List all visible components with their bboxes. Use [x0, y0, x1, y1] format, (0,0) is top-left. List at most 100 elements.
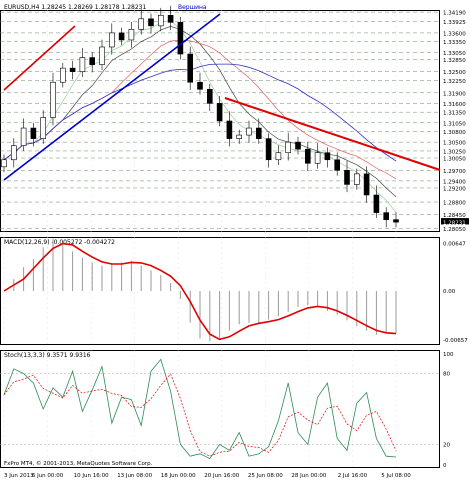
- candle-body: [285, 141, 292, 154]
- price-tick-label: 1.31600: [443, 102, 466, 108]
- x-tick-label: 25 Jun 08:00: [248, 473, 283, 479]
- price-tick-bg: [441, 127, 469, 136]
- candle-body: [304, 148, 311, 164]
- price-tick-label: 1.30500: [443, 141, 466, 147]
- x-tick-label: 6 Jun 00:00: [32, 473, 64, 479]
- candle-body: [236, 134, 242, 139]
- x-tick-label: 28 Jun 00:00: [291, 473, 326, 479]
- candle-body: [363, 173, 370, 196]
- stoch-tick-label: 20: [443, 442, 450, 448]
- candle-body: [246, 127, 252, 136]
- trendline-blue-up: [3, 13, 221, 181]
- stoch-signal-line: [3, 373, 397, 457]
- price-tick-label: 1.28800: [443, 201, 466, 207]
- price-tick-bg: [441, 48, 469, 57]
- x-tick-label: 10 Jun 16:00: [74, 473, 109, 479]
- price-tick-bg: [441, 198, 469, 207]
- price-tick-bg: [441, 210, 469, 219]
- macd-signal-line: [3, 242, 397, 341]
- price-tick-label: 1.28050: [443, 227, 466, 233]
- candle-body: [265, 138, 272, 161]
- x-tick-label: 2 Jul 16:00: [338, 473, 368, 479]
- candle-body: [187, 53, 193, 83]
- x-tick-label: 20 Jun 16:00: [204, 473, 239, 479]
- price-tick-bg: [441, 166, 469, 175]
- candle-body: [40, 117, 47, 139]
- ma-mid-line: [3, 26, 397, 198]
- candle-body: [353, 173, 360, 185]
- price-tick-bg: [441, 67, 469, 76]
- macd-label: MACD(12,26,9) -0.005272 -0.004272: [4, 239, 115, 246]
- candle-body: [59, 67, 66, 83]
- price-tick-label: 1.32250: [443, 79, 466, 85]
- ma-long-line: [3, 63, 397, 162]
- candle-body: [334, 159, 341, 171]
- price-tick-label: 1.30800: [443, 130, 466, 136]
- candle-body: [373, 194, 380, 213]
- candle-body: [158, 14, 164, 27]
- stoch-label: Stoch(13,3,3) 9.3571 9.9316: [4, 352, 91, 359]
- price-tick-label: 1.29400: [443, 179, 466, 185]
- candle-body: [148, 18, 154, 27]
- price-tick-bg: [441, 55, 469, 64]
- panel-frame-3: [0, 350, 440, 468]
- candle-body: [89, 57, 95, 65]
- price-tick-label: 1.28231: [443, 221, 466, 227]
- stoch-main-line: [3, 358, 397, 460]
- ma-fast-line: [3, 20, 397, 213]
- price-tick-label: 1.31900: [443, 91, 466, 97]
- trendline-red-down: [224, 97, 441, 171]
- candle-body: [344, 170, 350, 185]
- stoch-tick-label: 0: [443, 463, 447, 469]
- macd-tick-label: 0.00647: [443, 242, 466, 248]
- price-tick-bg: [441, 138, 469, 147]
- candle-body: [383, 212, 390, 220]
- watermark-text: FxPro MT4, © 2001-2013, MetaQuotes Softw…: [4, 460, 153, 467]
- trendline-red-up: [3, 25, 76, 91]
- candle-body: [197, 81, 203, 90]
- candle-body: [255, 127, 262, 139]
- price-tick-label: 1.33600: [443, 31, 466, 37]
- price-tick-bg: [441, 224, 469, 233]
- price-tick-label: 1.33350: [443, 40, 466, 46]
- price-tick-bg: [441, 108, 469, 117]
- price-tick-bg: [441, 99, 469, 108]
- candle-body: [216, 103, 223, 122]
- candle-body: [118, 32, 125, 41]
- price-tick-bg: [441, 37, 469, 46]
- price-tick-label: 1.32500: [443, 70, 466, 76]
- candle-body: [1, 159, 7, 168]
- price-tick-label: 1.28450: [443, 213, 466, 219]
- candle-body: [11, 145, 17, 161]
- price-tick-label: 1.30050: [443, 157, 466, 163]
- stoch-tick-label: 80: [443, 372, 450, 378]
- candle-body: [138, 18, 144, 30]
- peak-annotation: Вершина: [178, 4, 207, 11]
- candle-body: [207, 88, 213, 104]
- x-tick-label: 13 Jun 08:00: [117, 473, 152, 479]
- candle-body: [99, 46, 105, 65]
- price-tick-bg: [441, 8, 469, 17]
- candle-body: [79, 57, 86, 72]
- price-tick-bg: [441, 17, 469, 26]
- price-tick-label: 1.33050: [443, 51, 466, 57]
- candle-body: [314, 152, 321, 164]
- x-tick-label: 5 Jul 08:00: [381, 473, 411, 479]
- price-tick-label: 1.29700: [443, 169, 466, 175]
- price-tick-label: 1.29200: [443, 186, 466, 192]
- chart-title: EURUSD,H4 1.28245 1.28269 1.28178 1.2823…: [4, 4, 146, 11]
- price-tick-label: 1.33925: [443, 20, 466, 26]
- price-tick-bg: [441, 154, 469, 162]
- price-tick-bg: [441, 183, 469, 192]
- candle-body: [128, 29, 135, 41]
- candle-body: [30, 127, 37, 139]
- candle-body: [167, 14, 174, 23]
- price-tick-bg: [441, 88, 469, 97]
- price-tick-bg: [441, 28, 469, 37]
- price-tick-label: 1.34190: [443, 11, 466, 17]
- candle-body: [50, 81, 56, 118]
- candle-body: [20, 127, 27, 146]
- macd-tick-label: -0.00657: [443, 338, 468, 344]
